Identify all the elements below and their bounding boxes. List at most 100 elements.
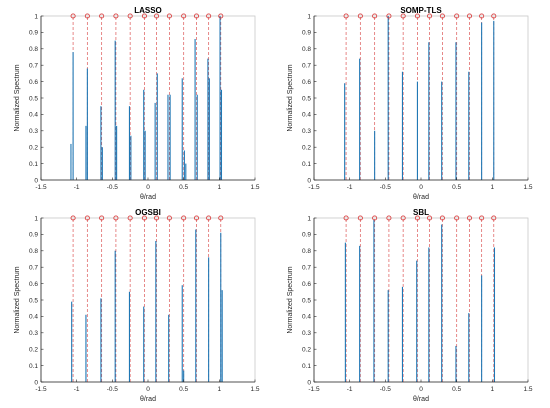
y-tick-label: 0.2 xyxy=(302,347,311,354)
true-doa-marker xyxy=(372,13,378,19)
x-tick-label: 1.5 xyxy=(250,386,259,393)
true-doa-marker xyxy=(454,13,460,19)
y-tick-label: 0.7 xyxy=(302,63,311,70)
panel-lasso: -1.5 -1 -0.5 0 0.5 1 1.5 0 0.1 0.2 0.3 0.4 0.5 0.6 0.7… xyxy=(14,6,260,201)
x-tick-label: 0.5 xyxy=(179,386,188,393)
true-doa-marker xyxy=(427,215,433,221)
y-axis-label: Normalized Spectrum xyxy=(14,266,21,333)
panel-sbl: -1.5 -1 -0.5 0 0.5 1 1.5 0 0.1 0.2 0.3 0.4 0.5 0.6 0.7… xyxy=(287,208,533,403)
y-tick-label: 0.8 xyxy=(302,248,311,255)
y-axis-label: Normalized Spectrum xyxy=(14,64,21,131)
true-doa-marker xyxy=(343,13,349,19)
x-tick-label: 0.5 xyxy=(452,184,461,191)
y-tick-label: 0.1 xyxy=(302,161,311,168)
y-tick-label: 1 xyxy=(34,215,38,222)
y-tick-label: 1 xyxy=(307,215,311,222)
x-tick-label: -0.5 xyxy=(107,386,119,393)
x-tick-label: -1.5 xyxy=(35,184,47,191)
y-tick-label: 0.9 xyxy=(29,30,38,37)
true-doa-marker xyxy=(113,215,119,221)
true-doa-marker xyxy=(466,13,473,19)
x-axis-label: θ/rad xyxy=(413,194,429,201)
x-tick-label: -1.5 xyxy=(308,386,320,393)
panel-somp-tls: -1.5 -1 -0.5 0 0.5 1 1.5 0 0.1 0.2 0.3 0.4 0.5 0.6 0.7… xyxy=(287,6,533,201)
y-tick-label: 0.7 xyxy=(29,265,38,272)
y-tick-label: 0.4 xyxy=(29,314,38,321)
y-tick-label: 0 xyxy=(34,177,38,184)
true-doa-marker xyxy=(193,215,200,221)
true-doa-marker xyxy=(70,215,76,221)
true-doa-marker xyxy=(206,215,212,221)
y-tick-label: 0.7 xyxy=(29,63,38,70)
true-doa-marker xyxy=(141,215,147,221)
true-doa-marker xyxy=(400,215,406,221)
true-doa-marker xyxy=(454,215,460,221)
true-doa-marker xyxy=(84,215,90,221)
y-axis-label: Normalized Spectrum xyxy=(287,266,294,333)
y-tick-label: 0.5 xyxy=(302,297,311,304)
x-tick-label: 1 xyxy=(218,386,222,393)
true-doa-marker xyxy=(439,13,445,19)
x-tick-label: 0.5 xyxy=(179,184,188,191)
plot-frame xyxy=(313,15,529,181)
true-doa-marker xyxy=(386,215,392,221)
true-doa-marker xyxy=(479,13,485,19)
y-tick-label: 0.3 xyxy=(302,128,311,135)
true-doa-marker xyxy=(400,13,406,19)
x-tick-label: 0.5 xyxy=(452,386,461,393)
y-tick-label: 0.4 xyxy=(302,314,311,321)
true-doa-marker xyxy=(141,13,147,19)
true-doa-marker xyxy=(386,13,392,19)
y-tick-label: 0.1 xyxy=(29,161,38,168)
true-doa-marker xyxy=(99,13,105,19)
y-tick-label: 0.5 xyxy=(29,297,38,304)
y-tick-label: 0 xyxy=(34,379,38,386)
x-tick-label: -0.5 xyxy=(380,184,392,191)
chart-title: LASSO xyxy=(134,6,162,15)
y-tick-label: 0.2 xyxy=(302,145,311,152)
true-doa-marker xyxy=(343,215,349,221)
chart-title: SBL xyxy=(413,208,429,217)
true-doa-marker xyxy=(181,13,187,19)
y-tick-label: 0.2 xyxy=(29,145,38,152)
x-tick-label: -1 xyxy=(74,386,80,393)
x-tick-label: 1 xyxy=(491,184,495,191)
y-tick-label: 0.5 xyxy=(302,95,311,102)
true-doa-marker xyxy=(127,215,133,221)
y-tick-label: 0 xyxy=(307,379,311,386)
true-doa-marker xyxy=(439,215,445,221)
y-tick-label: 0.8 xyxy=(29,248,38,255)
y-tick-label: 0.3 xyxy=(29,330,38,337)
x-axis-label: θ/rad xyxy=(413,396,429,403)
true-doa-marker xyxy=(113,13,119,19)
y-tick-label: 0.1 xyxy=(29,363,38,370)
chart-title: OGSBI xyxy=(135,208,161,217)
y-tick-label: 0.2 xyxy=(29,347,38,354)
true-doa-marker xyxy=(166,13,172,19)
true-doa-marker xyxy=(466,215,473,221)
y-tick-label: 0 xyxy=(307,177,311,184)
y-tick-label: 0.6 xyxy=(29,79,38,86)
plot-frame xyxy=(40,217,256,383)
y-axis-label: Normalized Spectrum xyxy=(287,64,294,131)
true-doa-marker xyxy=(206,13,212,19)
y-tick-label: 0.8 xyxy=(29,46,38,53)
true-doa-marker xyxy=(181,215,187,221)
x-tick-label: 1.5 xyxy=(523,386,532,393)
x-tick-label: -1.5 xyxy=(35,386,47,393)
plot-frame xyxy=(40,15,256,181)
x-tick-label: 0 xyxy=(146,184,150,191)
true-doa-marker xyxy=(70,13,76,19)
true-doa-marker xyxy=(491,13,497,19)
true-doa-marker xyxy=(479,215,485,221)
y-tick-label: 0.6 xyxy=(29,281,38,288)
true-doa-marker xyxy=(427,13,433,19)
x-tick-label: 0 xyxy=(419,184,423,191)
y-tick-label: 0.8 xyxy=(302,46,311,53)
panel-ogsbi: -1.5 -1 -0.5 0 0.5 1 1.5 0 0.1 0.2 0.3 0.4 0.5 0.6 0.7… xyxy=(14,208,260,403)
x-tick-label: -1 xyxy=(347,184,353,191)
y-tick-label: 1 xyxy=(34,13,38,20)
y-tick-label: 0.3 xyxy=(302,330,311,337)
y-tick-label: 0.5 xyxy=(29,95,38,102)
